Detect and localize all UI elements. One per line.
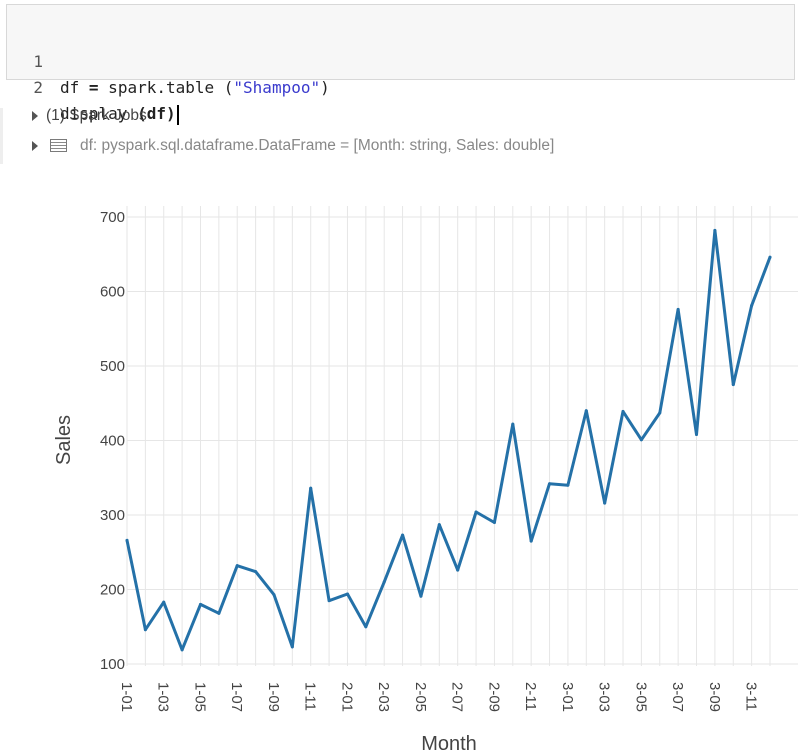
data-point (474, 510, 478, 514)
x-tick-label: 2-03 (375, 682, 392, 712)
point-layer (125, 228, 772, 652)
text-cursor (176, 104, 179, 125)
data-point (290, 645, 294, 649)
x-tick-label: 3-07 (669, 682, 686, 712)
series-line (125, 228, 772, 652)
data-point (750, 304, 754, 308)
series-layer (125, 228, 772, 652)
data-point (382, 580, 386, 584)
y-tick-label: 600 (100, 284, 125, 301)
data-point (566, 483, 570, 487)
y-tick-label: 400 (100, 433, 125, 450)
x-tick-label: 1-01 (118, 682, 135, 712)
data-point (327, 599, 331, 603)
data-point (125, 538, 129, 542)
code-cell[interactable]: 1 df = spark.table ("Shampoo") 2 display… (6, 4, 795, 125)
x-tick-labels: 1-01 1-03 1-05 1-07 1-09 1-11 2-01 2-03 2-05 2-07… (118, 682, 760, 712)
data-point (254, 570, 258, 574)
data-point (272, 593, 276, 597)
y-axis-title: Sales (53, 415, 75, 465)
y-tick-label: 700 (100, 209, 125, 226)
data-point (162, 600, 166, 604)
data-point (198, 602, 202, 606)
code-line-2: 2 display (df) (7, 49, 179, 125)
x-tick-label: 1-07 (228, 682, 245, 712)
x-tick-label: 2-01 (338, 682, 355, 712)
code-line-1: 1 df = spark.table ("Shampoo") (7, 23, 329, 97)
data-point (492, 520, 496, 524)
x-tick-label: 3-03 (596, 682, 613, 712)
table-icon (50, 139, 67, 152)
code-text: df = spark.table ("Shampoo") (60, 75, 330, 101)
data-point (401, 533, 405, 537)
code-token-operator: (df) (137, 104, 176, 123)
data-point (511, 422, 515, 426)
data-point (621, 409, 625, 413)
code-token: display (60, 104, 138, 123)
y-tick-label: 300 (100, 507, 125, 524)
spark-jobs-label: (1) Spark Jobs (46, 107, 147, 124)
code-text: display (df) (60, 101, 179, 127)
data-point (695, 433, 699, 437)
x-axis-title: Month (421, 733, 477, 755)
expand-triangle-icon[interactable] (32, 111, 38, 121)
x-tick-label: 1-11 (302, 682, 319, 711)
y-tick-labels: 100 200 300 400 500 600 700 (100, 209, 125, 673)
grid-layer (126, 206, 798, 666)
x-tick-label: 1-09 (265, 682, 282, 712)
data-point (180, 648, 184, 652)
x-tick-label: 1-03 (155, 682, 172, 712)
y-tick-label: 100 (100, 656, 125, 673)
x-tick-label: 3-11 (743, 682, 760, 711)
data-point (143, 628, 147, 632)
data-point (235, 564, 239, 568)
code-token: df (60, 78, 89, 97)
x-tick-label: 3-09 (706, 682, 723, 712)
line-number: 2 (33, 78, 43, 97)
data-point (345, 592, 349, 596)
data-point (529, 539, 533, 543)
x-tick-label: 2-05 (412, 682, 429, 712)
data-point (676, 307, 680, 311)
data-point (768, 255, 772, 259)
data-point (603, 501, 607, 505)
x-tick-label: 3-01 (559, 682, 576, 712)
data-point (584, 409, 588, 413)
data-point (456, 568, 460, 572)
data-point (548, 482, 552, 486)
x-tick-label: 1-05 (191, 682, 208, 712)
data-point (658, 411, 662, 415)
x-tick-label: 2-11 (522, 682, 539, 711)
y-tick-label: 200 (100, 582, 125, 599)
expand-triangle-icon[interactable] (32, 141, 38, 151)
y-tick-label: 500 (100, 358, 125, 375)
data-point (713, 228, 717, 232)
code-token: ) (320, 78, 330, 97)
x-tick-label: 2-07 (449, 682, 466, 712)
data-point (217, 611, 221, 615)
code-token-operator: = (88, 78, 99, 97)
x-tick-label: 2-09 (485, 682, 502, 712)
code-token-string: "Shampoo" (233, 78, 321, 97)
data-point (731, 383, 735, 387)
data-point (437, 523, 441, 527)
data-point (639, 438, 643, 442)
data-point (364, 625, 368, 629)
data-point (419, 594, 423, 598)
data-point (309, 486, 313, 490)
line-number: 1 (33, 52, 43, 71)
output-gutter-bar (0, 108, 3, 164)
dataframe-schema-text: df: pyspark.sql.dataframe.DataFrame = [M… (80, 137, 555, 154)
code-token: spark.table ( (98, 78, 234, 97)
x-tick-label: 3-05 (632, 682, 649, 712)
